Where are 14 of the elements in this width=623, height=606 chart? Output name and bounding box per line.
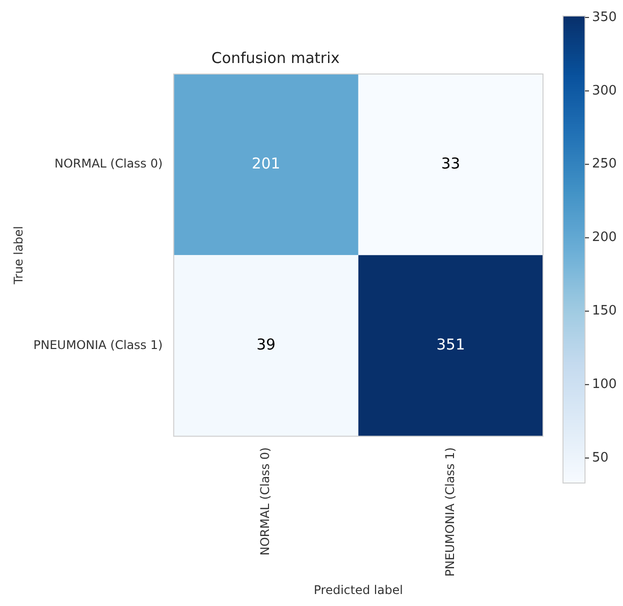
color-bar-label: 300 bbox=[592, 83, 617, 98]
y-axis-title: True label bbox=[11, 226, 26, 286]
chart-title: Confusion matrix bbox=[211, 48, 340, 67]
color-bar-label: 350 bbox=[592, 10, 617, 25]
color-bar-label: 150 bbox=[592, 304, 617, 319]
color-bar-label: 250 bbox=[592, 156, 617, 172]
data-label: 201 bbox=[252, 154, 280, 172]
color-bar-label: 50 bbox=[592, 450, 609, 466]
data-label: 39 bbox=[256, 336, 276, 354]
x-axis-title: Predicted label bbox=[314, 582, 403, 597]
data-label: 351 bbox=[436, 336, 465, 354]
color-bar-label: 200 bbox=[592, 230, 617, 246]
color-bar-label: 100 bbox=[592, 376, 617, 392]
data-label: 33 bbox=[441, 154, 460, 172]
